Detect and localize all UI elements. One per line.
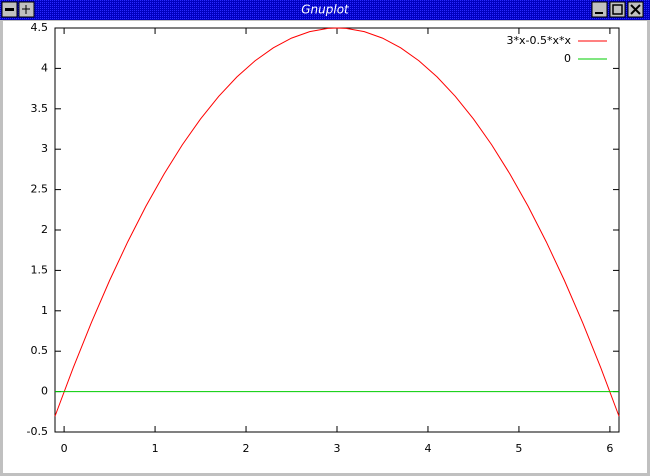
window-menu-buttons[interactable] bbox=[1, 1, 35, 18]
minimize-icon bbox=[595, 12, 603, 14]
y-tick-label: 1 bbox=[41, 304, 48, 317]
series-line bbox=[54, 27, 620, 417]
x-tick-label: 3 bbox=[334, 442, 341, 455]
legend-label: 0 bbox=[564, 52, 571, 65]
x-tick-label: 5 bbox=[515, 442, 522, 455]
y-tick-label: 4.5 bbox=[31, 21, 49, 34]
x-tick-label: 1 bbox=[152, 442, 159, 455]
y-tick-label: 0.5 bbox=[31, 344, 49, 357]
window-control-buttons[interactable] bbox=[591, 1, 644, 18]
menu-icon bbox=[5, 8, 14, 11]
title-bar bbox=[0, 0, 650, 20]
y-tick-label: 3 bbox=[41, 142, 48, 155]
y-tick-label: 2 bbox=[41, 223, 48, 236]
x-tick-label: 6 bbox=[606, 442, 613, 455]
window-title: Gnuplot bbox=[301, 3, 350, 17]
x-tick-label: 0 bbox=[61, 442, 68, 455]
y-tick-label: 0 bbox=[41, 385, 48, 398]
y-tick-label: 2.5 bbox=[31, 183, 49, 196]
close-icon bbox=[630, 4, 641, 15]
y-tick-label: 3.5 bbox=[31, 102, 49, 115]
legend-label: 3*x-0.5*x*x bbox=[507, 34, 572, 47]
pin-icon bbox=[22, 5, 30, 14]
x-tick-label: 2 bbox=[243, 442, 250, 455]
x-tick-label: 4 bbox=[424, 442, 431, 455]
y-tick-label: 1.5 bbox=[31, 263, 49, 276]
maximize-icon bbox=[612, 4, 623, 15]
plot-canvas bbox=[3, 21, 647, 473]
y-tick-label: 4 bbox=[41, 61, 48, 74]
minimize-button[interactable] bbox=[591, 1, 608, 18]
y-tick-label: -0.5 bbox=[27, 425, 48, 438]
